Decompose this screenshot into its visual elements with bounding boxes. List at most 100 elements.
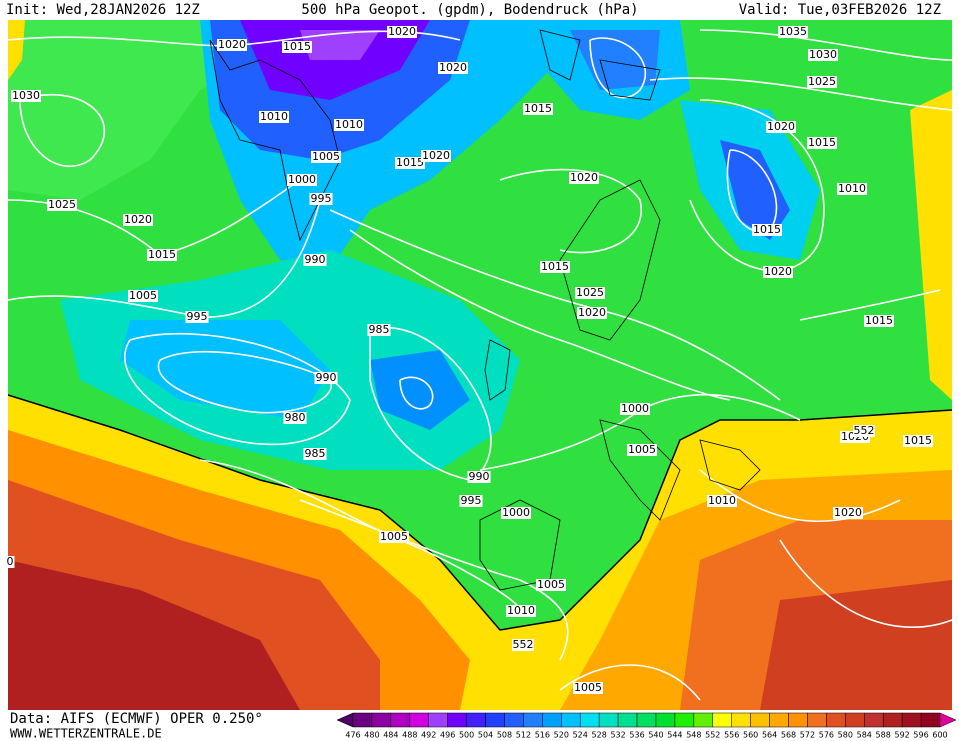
contour-label: 552 (854, 424, 875, 437)
isobar-label: 990 (316, 371, 337, 384)
colorbar-swatch (485, 712, 505, 728)
colorbar-swatch (901, 712, 922, 728)
isobar-label-bg (147, 249, 177, 261)
colorbar-swatch (826, 712, 846, 728)
isobar-label-bg (808, 49, 838, 61)
isobar-label-bg (259, 111, 289, 123)
isobar-label: 995 (311, 192, 332, 205)
isobar-label-bg (5, 556, 15, 568)
contour-label-bg (853, 425, 875, 437)
colorbar-swatch (542, 712, 562, 728)
colorbar-tick: 548 (686, 731, 701, 740)
isobar-label: 1000 (288, 173, 316, 186)
header-bar (0, 0, 959, 20)
colorbar-tick: 488 (402, 731, 417, 740)
isobar-label: 1005 (129, 289, 157, 302)
map-fields (7, 20, 953, 710)
colorbar-swatch (636, 712, 657, 728)
isobar-label: 1010 (708, 494, 736, 507)
isobar-label-bg (334, 119, 364, 131)
isobar-label-bg (395, 157, 425, 169)
contour-label: 552 (513, 638, 534, 651)
colorbar-tick: 588 (876, 731, 891, 740)
colorbar-tick: 580 (838, 731, 853, 740)
colorbar-swatch (428, 712, 448, 728)
isobar-label-bg (282, 41, 312, 53)
colorbar-swatch (579, 712, 600, 728)
isobar-label-bg (778, 26, 808, 38)
colorbar-swatch (864, 712, 884, 728)
isobar-label: 990 (469, 470, 490, 483)
isobar-label-bg (314, 372, 338, 384)
isobar-label-bg (807, 137, 837, 149)
colorbar-tick: 504 (478, 731, 493, 740)
isobar-label: 1035 (779, 25, 807, 38)
colorbar-tick: 512 (516, 731, 531, 740)
valid-text: Valid: Tue,03FEB2026 12Z (739, 2, 941, 18)
isobar-label: 1030 (809, 48, 837, 61)
isobar-label-bg (367, 324, 391, 336)
isobar-label: 0 (7, 555, 14, 568)
colorbar-swatch (598, 712, 619, 728)
isobar-label-bg (536, 579, 566, 591)
colorbar-arrow-right (939, 712, 957, 728)
isobar-label: 1020 (578, 306, 606, 319)
colorbar-swatch (693, 712, 714, 728)
colorbar-tick: 536 (629, 731, 644, 740)
isobar-label-bg (837, 183, 867, 195)
isobar-label: 1015 (808, 136, 836, 149)
isobar-label: 1020 (764, 265, 792, 278)
isobar-label-bg (501, 507, 531, 519)
isobar-label: 1015 (283, 40, 311, 53)
colorbar-swatch (523, 712, 543, 728)
colorbar-tick: 584 (857, 731, 872, 740)
isobar-label: 1015 (753, 223, 781, 236)
isobar-label-bg (575, 287, 605, 299)
isobar-label: 1010 (838, 182, 866, 195)
isobar-label: 1000 (502, 506, 530, 519)
isobar-label: 1005 (537, 578, 565, 591)
colorbar-tick: 528 (592, 731, 607, 740)
isobar-label-bg (217, 39, 247, 51)
colorbar-swatch (750, 712, 770, 728)
colorbar-tick: 516 (535, 731, 550, 740)
isobar-label: 1015 (904, 434, 932, 447)
isobar-label: 1015 (396, 156, 424, 169)
colorbar-tick: 572 (800, 731, 815, 740)
colorbar-tick: 480 (364, 731, 379, 740)
isobar-label-bg (523, 103, 553, 115)
colorbar-swatch (807, 712, 827, 728)
isobar-label-bg (287, 174, 317, 186)
isobar-label: 980 (285, 411, 306, 424)
isobar-label-bg (303, 254, 327, 266)
colorbar-swatch (447, 712, 467, 728)
isobar-label-bg (766, 121, 796, 133)
colorbar-swatch (352, 712, 373, 728)
isobar-label-bg (459, 495, 483, 507)
colorbar-swatch (466, 712, 486, 728)
isobar-label-bg (627, 444, 657, 456)
colorbar-swatch (561, 712, 581, 728)
isobar-label: 1010 (507, 604, 535, 617)
colorbar-tick: 532 (610, 731, 625, 740)
map-title: 500 hPa Geopot. (gpdm), Bodendruck (hPa) (301, 2, 638, 18)
isobar-label: 1000 (621, 402, 649, 415)
colorbar-swatch (371, 712, 392, 728)
isobar-label-bg (763, 266, 793, 278)
isobar-label-bg (506, 605, 536, 617)
colorbar-tick: 564 (762, 731, 777, 740)
data-source: Data: AIFS (ECMWF) OPER 0.250° (10, 711, 263, 727)
isobar-label-bg (573, 682, 603, 694)
colorbar-tick: 476 (345, 731, 360, 740)
isobar-label: 1010 (335, 118, 363, 131)
isobar-label: 1020 (124, 213, 152, 226)
colorbar-tick: 600 (932, 731, 947, 740)
isobar-label-bg (752, 224, 782, 236)
colorbar-tick: 596 (913, 731, 928, 740)
isobar-label: 1015 (148, 248, 176, 261)
colorbar-tick: 552 (705, 731, 720, 740)
isobar-label-bg (903, 435, 933, 447)
isobar-label-bg (438, 62, 468, 74)
colorbar-swatch (390, 712, 411, 728)
